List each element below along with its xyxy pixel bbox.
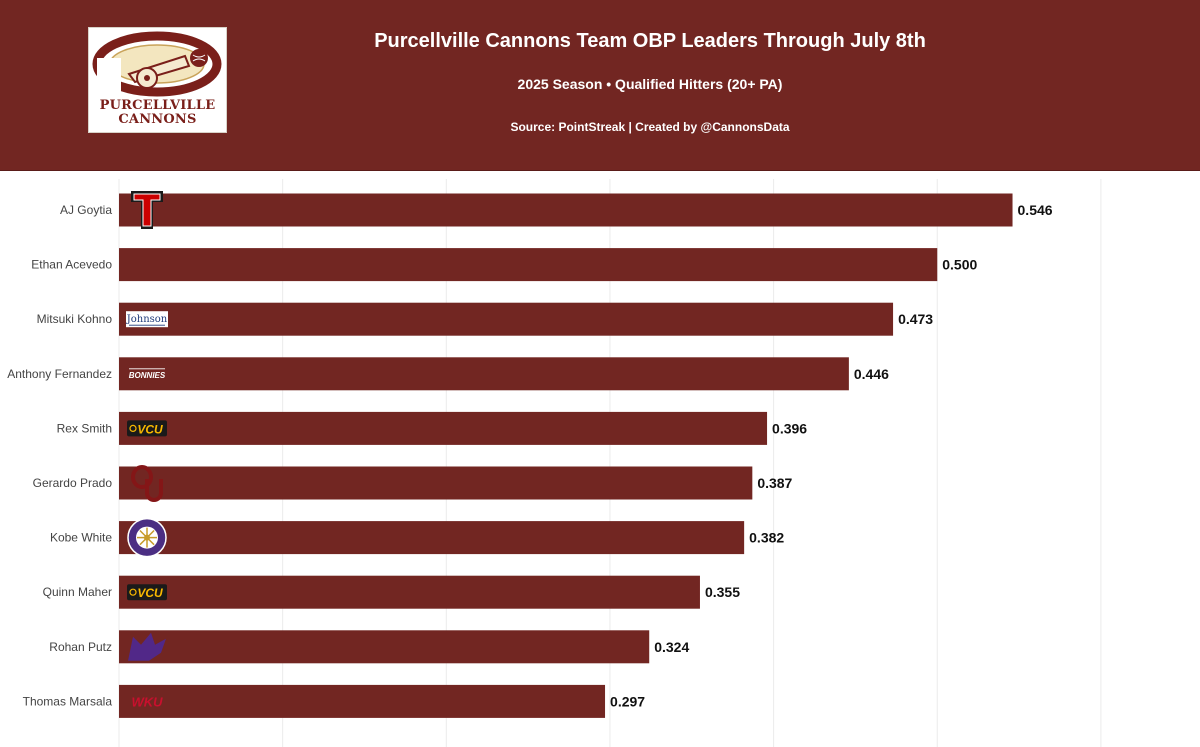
oklahoma-icon bbox=[131, 465, 163, 502]
bar bbox=[119, 411, 768, 445]
wku-icon: WKU bbox=[131, 694, 163, 709]
value-label: 0.297 bbox=[610, 693, 645, 709]
bonnies-icon: BONNIES bbox=[129, 368, 166, 380]
logo-line1: PURCELLVILLE bbox=[99, 98, 216, 113]
johnson-icon: Johnson bbox=[126, 311, 168, 328]
category-label: AJ Goytia bbox=[60, 203, 112, 217]
category-label: Anthony Fernandez bbox=[7, 367, 112, 381]
logo-label: WKU bbox=[131, 694, 163, 709]
chart-title: Purcellville Cannons Team OBP Leaders Th… bbox=[374, 30, 926, 52]
logo-label: BONNIES bbox=[129, 371, 166, 380]
logo-label: VCU bbox=[137, 586, 163, 600]
category-label: Rex Smith bbox=[57, 421, 112, 435]
bar-row: Anthony Fernandez BONNIES 0.446 bbox=[7, 357, 889, 391]
value-label: 0.382 bbox=[749, 530, 784, 546]
chart-subtitle: 2025 Season • Qualified Hitters (20+ PA) bbox=[517, 76, 783, 92]
category-label: Kobe White bbox=[50, 531, 112, 545]
value-label: 0.355 bbox=[705, 584, 740, 600]
vcu-icon: VCU bbox=[127, 420, 167, 437]
bar bbox=[119, 684, 606, 718]
bars: AJ Goytia 0.546 Ethan Acevedo 0.500 Mitsuki … bbox=[7, 191, 1053, 718]
bar bbox=[119, 357, 849, 391]
bar-row: Rohan Putz 0.324 bbox=[49, 630, 689, 664]
bar bbox=[119, 302, 894, 336]
bar bbox=[119, 521, 745, 555]
bar-row: AJ Goytia 0.546 bbox=[60, 191, 1053, 229]
bar-row: Quinn Maher VCU 0.355 bbox=[43, 575, 740, 609]
chart-source: Source: PointStreak | Created by @Cannon… bbox=[510, 120, 790, 134]
category-label: Ethan Acevedo bbox=[31, 258, 112, 272]
cannons-logo: PURCELLVILLE CANNONS bbox=[88, 27, 227, 133]
logo-label: Johnson bbox=[126, 314, 168, 325]
bar-row: Gerardo Prado 0.387 bbox=[33, 465, 793, 502]
cannon-swoosh-icon bbox=[92, 31, 222, 97]
obp-bar-chart: AJ Goytia 0.546 Ethan Acevedo 0.500 Mitsuki … bbox=[7, 179, 1102, 747]
bar bbox=[119, 575, 700, 609]
value-label: 0.387 bbox=[757, 475, 792, 491]
bar-row: Mitsuki Kohno Johnson 0.473 bbox=[37, 302, 933, 336]
category-label: Mitsuki Kohno bbox=[37, 312, 113, 326]
bar bbox=[119, 466, 753, 500]
bar bbox=[119, 630, 650, 664]
value-label: 0.324 bbox=[654, 639, 689, 655]
category-label: Gerardo Prado bbox=[33, 476, 113, 490]
bar-row: Ethan Acevedo 0.500 bbox=[31, 248, 977, 282]
bar-row: Kobe White 0.382 bbox=[50, 517, 784, 558]
bar-row: Rex Smith VCU 0.396 bbox=[57, 411, 807, 445]
vcu-icon: VCU bbox=[127, 584, 167, 601]
value-label: 0.500 bbox=[942, 257, 977, 273]
kansas-state-icon bbox=[128, 632, 166, 661]
logo-text: PURCELLVILLE CANNONS bbox=[89, 99, 226, 127]
logo-label: VCU bbox=[137, 422, 163, 436]
bar-row: Thomas Marsala WKU 0.297 bbox=[23, 684, 645, 718]
logo-line2: CANNONS bbox=[118, 112, 197, 127]
texas-tech-icon bbox=[131, 191, 163, 229]
value-label: 0.396 bbox=[772, 420, 807, 436]
lsu-shreveport-icon bbox=[127, 517, 167, 558]
category-label: Rohan Putz bbox=[49, 640, 112, 654]
bar bbox=[119, 248, 938, 282]
value-label: 0.473 bbox=[898, 311, 933, 327]
category-label: Quinn Maher bbox=[43, 585, 112, 599]
value-label: 0.446 bbox=[854, 366, 889, 382]
bar bbox=[119, 193, 1013, 227]
chart-header: PURCELLVILLE CANNONS Purcellville Cannon… bbox=[0, 0, 1200, 171]
value-label: 0.546 bbox=[1018, 202, 1053, 218]
category-label: Thomas Marsala bbox=[23, 694, 113, 708]
